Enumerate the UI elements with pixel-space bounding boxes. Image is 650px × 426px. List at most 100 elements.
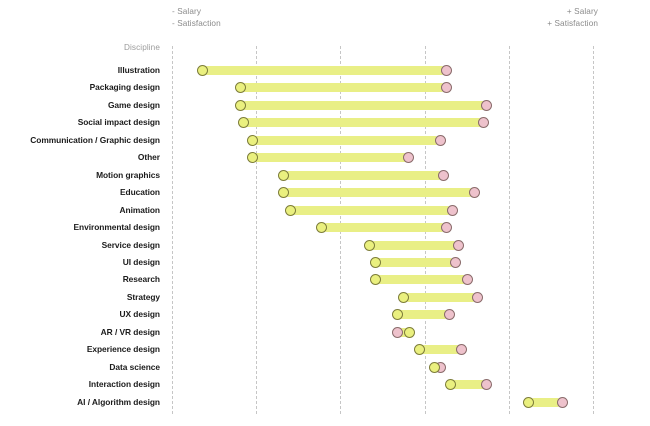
salary-dot[interactable] <box>246 152 258 164</box>
salary-dot[interactable] <box>369 274 381 286</box>
connector-bar <box>528 397 563 407</box>
chart-row[interactable]: Environmental design <box>0 219 650 236</box>
satisfaction-dot[interactable] <box>481 99 493 111</box>
row-label-animation: Animation <box>119 204 161 215</box>
salary-dot[interactable] <box>404 326 416 338</box>
connector-bar <box>252 153 409 163</box>
satisfaction-dot[interactable] <box>468 187 480 199</box>
annotation-minus-salary: - Salary <box>172 7 202 16</box>
annotation-minus-satisfaction: - Satisfaction <box>172 19 221 28</box>
salary-dot[interactable] <box>369 256 381 268</box>
axis-annotation-right: + Salary + Satisfaction <box>547 6 598 30</box>
salary-dot[interactable] <box>237 117 249 129</box>
salary-dot[interactable] <box>316 222 328 234</box>
salary-dot[interactable] <box>391 309 403 321</box>
salary-dot[interactable] <box>234 99 246 111</box>
chart-row[interactable]: Motion graphics <box>0 167 650 184</box>
axis-annotation-left: - Salary - Satisfaction <box>172 6 221 30</box>
salary-dot[interactable] <box>234 82 246 94</box>
row-label-ai-algorithm-design: AI / Algorithm design <box>77 396 160 407</box>
satisfaction-dot[interactable] <box>434 134 446 146</box>
satisfaction-dot[interactable] <box>478 117 490 129</box>
connector-bar <box>397 327 410 337</box>
satisfaction-dot[interactable] <box>449 256 461 268</box>
row-label-environmental-design: Environmental design <box>73 222 161 233</box>
row-label-social-impact-design: Social impact design <box>77 117 160 128</box>
row-label-research: Research <box>122 274 160 285</box>
satisfaction-dot[interactable] <box>437 169 449 181</box>
row-label-communication-graphic-design: Communication / Graphic design <box>30 134 160 145</box>
satisfaction-dot[interactable] <box>452 239 464 251</box>
chart-row[interactable]: Illustration <box>0 62 650 79</box>
row-label-other: Other <box>137 152 160 163</box>
gridline-1 <box>256 46 258 414</box>
row-label-ar-vr-design: AR / VR design <box>100 326 160 337</box>
satisfaction-dot[interactable] <box>556 396 568 408</box>
chart-row[interactable]: Research <box>0 271 650 288</box>
salary-dot[interactable] <box>363 239 375 251</box>
row-label-packaging-design: Packaging design <box>89 82 160 93</box>
salary-dot[interactable] <box>278 187 290 199</box>
salary-dot[interactable] <box>196 65 208 76</box>
chart-row[interactable]: AI / Algorithm design <box>0 394 650 411</box>
chart-row[interactable]: Game design <box>0 97 650 114</box>
satisfaction-dot[interactable] <box>403 152 415 164</box>
connector-bar <box>240 100 487 110</box>
salary-dot[interactable] <box>398 291 410 303</box>
satisfaction-dot[interactable] <box>456 344 468 356</box>
chart-row[interactable]: Experience design <box>0 341 650 358</box>
connector-bar <box>369 240 459 250</box>
gridline-5 <box>593 46 595 414</box>
chart-row[interactable]: AR / VR design <box>0 324 650 341</box>
gridline-0 <box>172 46 174 414</box>
connector-bar <box>450 380 487 390</box>
satisfaction-dot[interactable] <box>471 291 483 303</box>
chart-row[interactable]: UX design <box>0 306 650 323</box>
chart-row[interactable]: Animation <box>0 202 650 219</box>
satisfaction-dot[interactable] <box>391 326 403 338</box>
row-label-interaction-design: Interaction design <box>88 379 160 390</box>
chart-row[interactable]: Other <box>0 149 650 166</box>
row-label-education: Education <box>119 187 160 198</box>
salary-dot[interactable] <box>429 361 441 373</box>
satisfaction-dot[interactable] <box>446 204 458 216</box>
row-label-motion-graphics: Motion graphics <box>96 169 160 180</box>
connector-bar <box>290 205 453 215</box>
satisfaction-dot[interactable] <box>443 309 455 321</box>
chart-row[interactable]: Education <box>0 184 650 201</box>
chart-row[interactable]: UI design <box>0 254 650 271</box>
connector-bar <box>403 292 478 302</box>
chart-row[interactable]: Social impact design <box>0 114 650 131</box>
satisfaction-dot[interactable] <box>481 379 493 391</box>
annotation-plus-satisfaction: + Satisfaction <box>547 19 598 28</box>
chart-row[interactable]: Data science <box>0 359 650 376</box>
connector-bar <box>375 257 456 267</box>
salary-dot[interactable] <box>444 379 456 391</box>
row-label-service-design: Service design <box>101 239 160 250</box>
chart-row[interactable]: Interaction design <box>0 376 650 393</box>
connector-bar <box>202 66 447 75</box>
salary-dot[interactable] <box>413 344 425 356</box>
category-axis-header: Discipline <box>123 43 160 52</box>
satisfaction-dot[interactable] <box>440 82 452 94</box>
salary-dot[interactable] <box>523 396 535 408</box>
row-label-ui-design: UI design <box>122 256 160 267</box>
connector-bar <box>252 135 441 145</box>
salary-dot[interactable] <box>284 204 296 216</box>
chart-row[interactable]: Service design <box>0 237 650 254</box>
chart-row[interactable]: Strategy <box>0 289 650 306</box>
satisfaction-dot[interactable] <box>440 222 452 234</box>
row-label-experience-design: Experience design <box>86 344 160 355</box>
satisfaction-dot[interactable] <box>440 65 452 76</box>
satisfaction-dot[interactable] <box>462 274 474 286</box>
chart-row[interactable]: Communication / Graphic design <box>0 132 650 149</box>
salary-dot[interactable] <box>278 169 290 181</box>
connector-bar <box>240 83 447 93</box>
salary-dot[interactable] <box>246 134 258 146</box>
gridline-4 <box>508 46 511 414</box>
chart-row[interactable]: Packaging design <box>0 79 650 96</box>
row-label-game-design: Game design <box>107 99 160 110</box>
connector-bar <box>397 310 450 320</box>
